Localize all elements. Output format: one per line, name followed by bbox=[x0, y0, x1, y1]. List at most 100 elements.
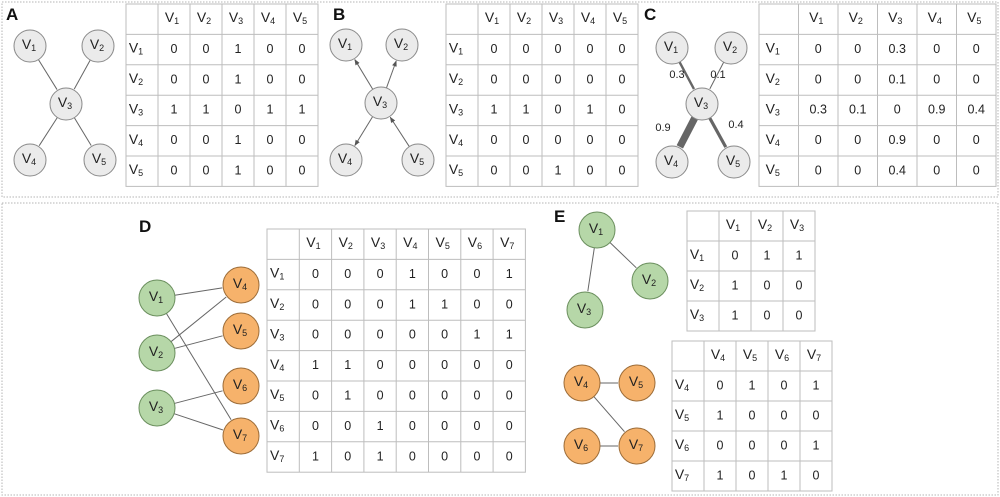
vertex-v3: V3 bbox=[138, 389, 176, 427]
matrix-cell: 1 bbox=[441, 297, 448, 311]
matrix-cell: 0 bbox=[235, 103, 242, 117]
matrix-cell: 0 bbox=[409, 328, 416, 342]
vertex-circle bbox=[13, 143, 47, 177]
matrix-row-header: V4 bbox=[766, 131, 780, 149]
vertex-v5: V5 bbox=[83, 143, 117, 177]
matrix-cell: 0 bbox=[813, 468, 820, 482]
matrix-row-header: V3 bbox=[449, 100, 463, 118]
edge-v2-v4 bbox=[170, 296, 227, 343]
edge-v2-v3 bbox=[709, 61, 725, 90]
matrix-cell: 0 bbox=[587, 163, 594, 177]
matrix-cell: 0 bbox=[523, 133, 530, 147]
vertex-v1: V1 bbox=[13, 29, 47, 63]
matrix-cell: 1 bbox=[813, 378, 820, 392]
edge-v3-v6 bbox=[174, 390, 223, 404]
matrix-column-header: V5 bbox=[435, 234, 449, 252]
matrix-cell: 0 bbox=[749, 438, 756, 452]
matrix-row-header: V2 bbox=[690, 276, 704, 294]
matrix-cell: 0 bbox=[267, 72, 274, 86]
vertex-label: V1 bbox=[149, 288, 163, 306]
matrix-border bbox=[671, 340, 833, 492]
vertex-label: V4 bbox=[22, 150, 36, 168]
matrix-row-header: V5 bbox=[766, 161, 780, 179]
matrix-cell: 0 bbox=[796, 308, 803, 322]
vertex-v4: V4 bbox=[563, 364, 601, 402]
matrix-cell: 0 bbox=[973, 42, 980, 56]
matrix-cell: 0 bbox=[894, 103, 901, 117]
matrix-cell: 0 bbox=[933, 72, 940, 86]
matrix-cell: 0 bbox=[749, 408, 756, 422]
matrix-cell: 0 bbox=[344, 419, 351, 433]
matrix-cell: 0 bbox=[473, 449, 480, 463]
vertex-circle bbox=[578, 211, 616, 249]
matrix-column-header: V5 bbox=[613, 9, 627, 27]
matrix-cell: 0 bbox=[781, 408, 788, 422]
vertex-circle bbox=[222, 367, 260, 405]
matrix-cell: 1 bbox=[299, 103, 306, 117]
vertex-circle bbox=[566, 291, 604, 329]
matrix-cell: 0 bbox=[377, 297, 384, 311]
matrix-column-header: V1 bbox=[809, 9, 823, 27]
edge-v1-v3 bbox=[38, 59, 58, 90]
graph: V1 V2 V3 V4 V5 bbox=[13, 29, 117, 177]
vertex-circle bbox=[81, 29, 115, 63]
matrix-cell: 0 bbox=[491, 72, 498, 86]
adjacency-matrix: V4 V4 V5 V5 V6 V6 V7 V7 0 1 0 1 1 0 0 0 0 0 0 1 1 0 1 0 bbox=[671, 340, 833, 492]
matrix-cell: 1 bbox=[312, 358, 319, 372]
matrix-cell: 0 bbox=[781, 378, 788, 392]
matrix-column-header: V3 bbox=[790, 216, 804, 234]
matrix-cell: 0 bbox=[523, 163, 530, 177]
matrix-row-header: V1 bbox=[129, 39, 143, 57]
matrix-cell: 0.1 bbox=[889, 72, 906, 86]
edge-v1-v3 bbox=[678, 61, 696, 90]
matrix-cell: 1 bbox=[409, 297, 416, 311]
panel-label: A bbox=[6, 5, 18, 24]
matrix-row-header: V4 bbox=[270, 356, 284, 374]
vertex-label: V1 bbox=[664, 38, 678, 56]
matrix-row-header: V4 bbox=[675, 376, 689, 394]
matrix-cell: 0 bbox=[933, 133, 940, 147]
vertex-v2: V2 bbox=[81, 29, 115, 63]
matrix-cell: 1 bbox=[377, 419, 384, 433]
panel-b: B V1 V2 V3 V4 V5 V1 V1 V2 V2 V3 V3 V4 V4 V5 V5 0 0 0 0 0 0 0 0 0… bbox=[329, 3, 639, 187]
matrix-cell: 0.9 bbox=[928, 103, 945, 117]
matrix-column-header: V1 bbox=[165, 9, 179, 27]
matrix-cell: 1 bbox=[749, 378, 756, 392]
vertex-circle bbox=[618, 364, 656, 402]
matrix-cell: 0 bbox=[377, 328, 384, 342]
matrix-cell: 0 bbox=[171, 42, 178, 56]
matrix-cell: 1 bbox=[717, 468, 724, 482]
matrix-cell: 0 bbox=[441, 419, 448, 433]
matrix-cell: 0.4 bbox=[889, 163, 906, 177]
edge-v1-v2 bbox=[609, 242, 637, 269]
adjacency-matrix: V1 V1 V2 V2 V3 V3 V4 V4 V5 V5 0 0 0 0 0 0 0 0 0 0 1 1 0 1 0 0 0 0 0 0… bbox=[445, 3, 639, 187]
matrix-cell: 0 bbox=[267, 133, 274, 147]
vertex-circle bbox=[655, 145, 689, 179]
matrix-column-header: V5 bbox=[293, 9, 307, 27]
vertex-circle bbox=[364, 86, 398, 120]
vertex-v5: V5 bbox=[618, 364, 656, 402]
vertex-v1: V1 bbox=[138, 279, 176, 317]
matrix-column-header: V6 bbox=[468, 234, 482, 252]
vertex-circle bbox=[385, 28, 419, 62]
vertex-circle bbox=[222, 312, 260, 350]
matrix-cell: 0 bbox=[973, 72, 980, 86]
matrix-cell: 0 bbox=[344, 328, 351, 342]
matrix-column-header: V5 bbox=[743, 346, 757, 364]
matrix-cell: 0 bbox=[717, 438, 724, 452]
vertex-label: V6 bbox=[574, 436, 588, 454]
matrix-column-header: V6 bbox=[775, 346, 789, 364]
matrix-cell: 0 bbox=[587, 72, 594, 86]
vertex-circle bbox=[13, 29, 47, 63]
vertex-v2: V2 bbox=[138, 334, 176, 372]
matrix-cell: 0 bbox=[299, 72, 306, 86]
matrix-cell: 1 bbox=[344, 388, 351, 402]
matrix-row-header: V5 bbox=[449, 161, 463, 179]
vertex-v4: V4 bbox=[13, 143, 47, 177]
matrix-column-header: V2 bbox=[849, 9, 863, 27]
matrix-cell: 0 bbox=[312, 297, 319, 311]
directed-edge-v3-v1 bbox=[354, 59, 374, 90]
